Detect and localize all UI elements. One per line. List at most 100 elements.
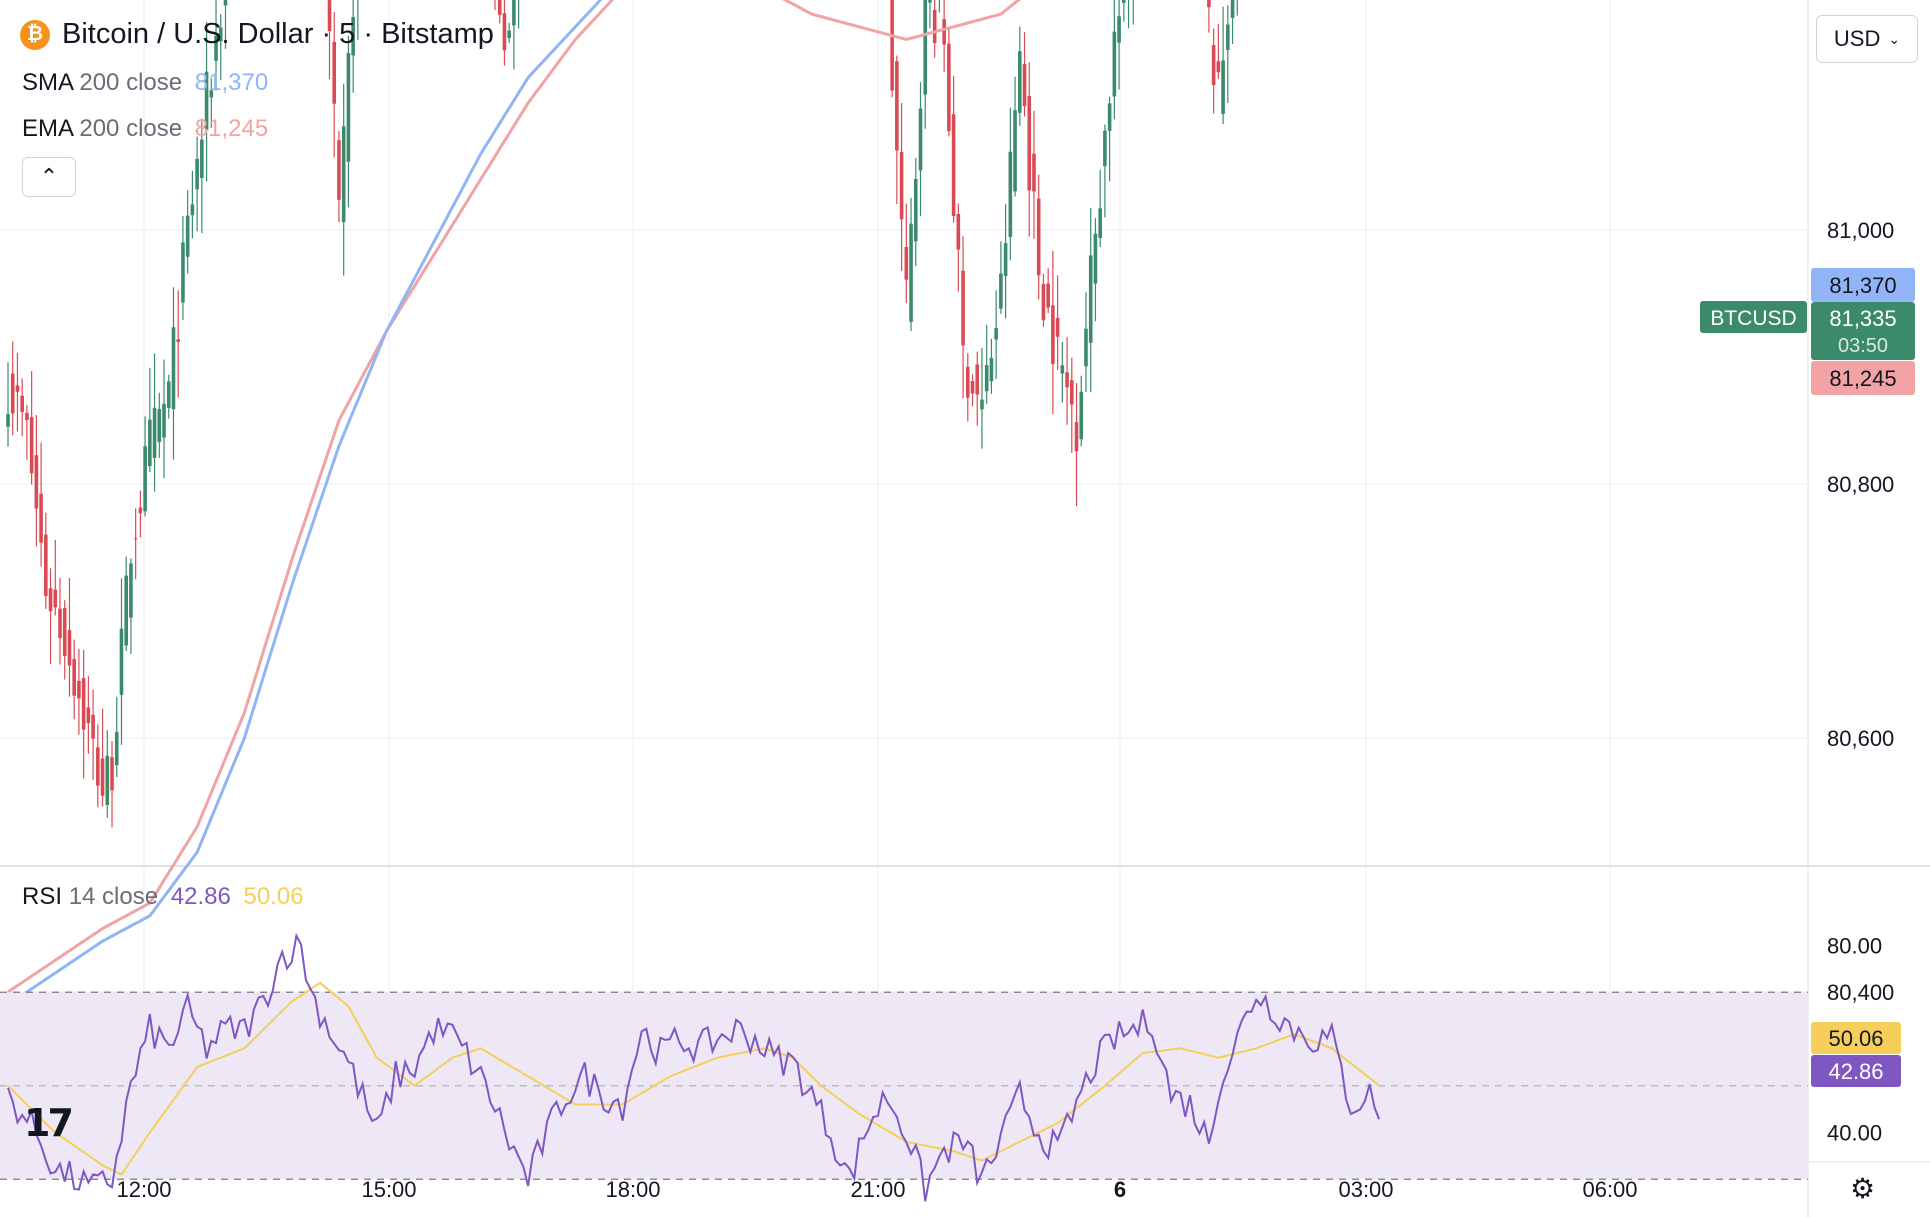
candle-down — [1051, 305, 1055, 364]
ema-price-badge-text: 81,245 — [1829, 366, 1896, 391]
candle-down — [62, 608, 67, 656]
candle-down — [970, 381, 975, 394]
candle-up — [507, 30, 511, 38]
sma-name: SMA — [22, 69, 73, 96]
candle-down — [34, 455, 39, 509]
price-tick-label: 80,800 — [1827, 472, 1894, 497]
candle-up — [152, 407, 157, 458]
bitcoin-logo-icon: ₿ — [20, 19, 50, 50]
candle-down — [15, 385, 20, 392]
candle-down — [1216, 61, 1221, 73]
candle-down — [947, 43, 951, 132]
time-tick-label: 12:00 — [116, 1177, 171, 1202]
candle-down — [327, 0, 332, 32]
candle-down — [1074, 422, 1079, 452]
rsi-tick-label: 80.00 — [1827, 934, 1882, 959]
candle-down — [942, 19, 946, 45]
candle-up — [181, 242, 185, 303]
tradingview-logo[interactable]: 17 — [24, 1101, 74, 1145]
candle-down — [890, 0, 894, 91]
candle-down — [1022, 64, 1027, 107]
candle-down — [1065, 372, 1069, 388]
candle-down — [44, 534, 48, 597]
candle-down — [96, 747, 100, 786]
candle-up — [119, 628, 124, 695]
last-price-badge-text: 81,335 — [1829, 306, 1896, 331]
candle-down — [67, 630, 72, 666]
candle-down — [53, 589, 58, 608]
candle-up — [223, 0, 228, 6]
legend: ₿ Bitcoin / U.S. Dollar · 5 · Bitstamp S… — [0, 0, 1800, 200]
candle-up — [204, 71, 209, 130]
currency-select[interactable]: USD ⌄ — [1816, 15, 1918, 63]
rsi-name: RSI — [22, 883, 63, 910]
candle-down — [961, 270, 965, 346]
candle-up — [351, 17, 355, 56]
candle-up — [1008, 151, 1013, 237]
rsi-ma-value: 50.06 — [243, 883, 304, 910]
rsi-line — [7, 932, 1381, 1202]
candle-down — [895, 61, 899, 151]
candle-up — [909, 223, 913, 322]
chevron-down-icon: ⌄ — [1888, 30, 1901, 47]
candle-up — [1017, 51, 1022, 113]
ema-price-badge — [1811, 361, 1915, 395]
candle-down — [10, 373, 15, 414]
rsi-legend[interactable]: RSI 14 close 42.86 50.06 — [22, 883, 304, 911]
candle-down — [965, 366, 970, 398]
rsi-params: 14 close — [68, 883, 159, 910]
candle-down — [77, 680, 81, 699]
candle-up — [928, 0, 932, 3]
time-tick-label: 06:00 — [1582, 1177, 1637, 1202]
candle-down — [1036, 198, 1041, 276]
collapse-legend-button[interactable]: ⌃ — [22, 157, 76, 197]
candle-up — [1112, 31, 1117, 97]
candle-down — [1046, 283, 1050, 308]
candle-down — [1055, 317, 1060, 337]
candle-down — [497, 0, 502, 15]
ema-200-line — [7, 0, 1021, 994]
symbol-title[interactable]: Bitcoin / U.S. Dollar · 5 · Bitstamp — [62, 18, 494, 50]
candle-up — [214, 35, 218, 61]
candle-up — [989, 357, 994, 382]
candle-up — [1230, 0, 1235, 18]
candle-down — [100, 758, 105, 796]
settings-icon[interactable]: ⚙ — [1850, 1173, 1876, 1204]
candle-up — [1060, 365, 1065, 374]
candle-up — [162, 403, 166, 438]
title-row: ₿ Bitcoin / U.S. Dollar · 5 · Bitstamp — [20, 18, 494, 51]
rsi-badge-text: 42.86 — [1828, 1059, 1883, 1084]
candle-down — [1032, 153, 1036, 192]
candle-up — [1003, 243, 1008, 276]
candle-down — [1211, 45, 1216, 86]
currency-label: USD — [1833, 26, 1881, 51]
candle-up — [1084, 328, 1088, 367]
chevron-up-icon: ⌃ — [39, 164, 59, 189]
candle-up — [129, 563, 133, 618]
candle-up — [148, 419, 152, 467]
candle-down — [133, 538, 138, 540]
candle-down — [20, 395, 24, 412]
candle-down — [1207, 0, 1211, 8]
candle-up — [114, 732, 119, 766]
time-tick-label: 6 — [1114, 1177, 1126, 1202]
candle-up — [143, 446, 147, 512]
candle-down — [39, 493, 43, 543]
sma-value: 81,370 — [194, 69, 269, 96]
candle-down — [110, 757, 114, 791]
candle-up — [124, 575, 128, 646]
candle-down — [975, 364, 980, 395]
sma-price-badge-text: 81,370 — [1829, 273, 1896, 298]
candle-up — [105, 755, 110, 805]
time-tick-label: 15:00 — [361, 1177, 416, 1202]
candle-up — [185, 215, 190, 257]
sma-params: 200 close — [79, 69, 183, 96]
price-tick-label: 80,600 — [1827, 726, 1894, 751]
candle-up — [1088, 255, 1093, 343]
symbol-badge — [1700, 301, 1807, 333]
ema-legend[interactable]: EMA 200 close 81,245 — [22, 115, 268, 143]
ema-value: 81,245 — [194, 115, 269, 142]
sma-legend[interactable]: SMA 200 close 81,370 — [22, 69, 268, 97]
candle-up — [1103, 130, 1107, 167]
